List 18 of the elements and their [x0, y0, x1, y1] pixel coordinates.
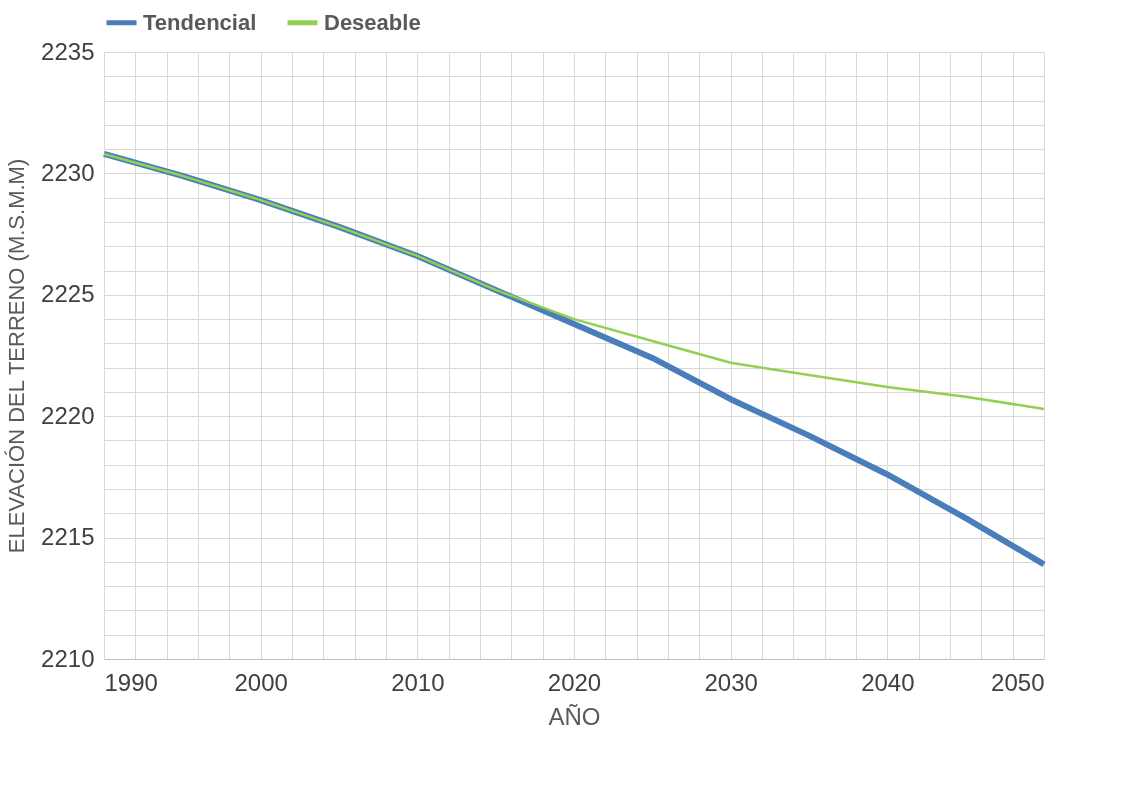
x-tick-label: 2010	[391, 668, 445, 696]
x-tick-label: 2020	[547, 668, 602, 696]
y-axis-title: ELEVACIÓN DEL TERRENO (M.S.M.M)	[4, 158, 30, 554]
legend-label: Tendencial	[143, 9, 257, 35]
line-series	[102, 152, 1046, 411]
x-tick-label: 2000	[234, 668, 288, 696]
y-tick-label: 2235	[41, 37, 95, 65]
x-tick-label: 2030	[704, 668, 758, 696]
y-tick-label: 2230	[41, 158, 95, 186]
y-tick-label: 2210	[41, 644, 95, 672]
x-tick-label: 2040	[861, 668, 915, 696]
x-axis-title: AÑO	[548, 702, 601, 730]
legend-label: Deseable	[324, 9, 421, 35]
y-tick-label: 2215	[41, 523, 95, 551]
y-tick-label: 2220	[41, 401, 95, 429]
x-tick-label: 1990	[104, 668, 158, 696]
x-tick-label: 2050	[991, 668, 1045, 696]
y-tick-label: 2225	[41, 280, 95, 308]
